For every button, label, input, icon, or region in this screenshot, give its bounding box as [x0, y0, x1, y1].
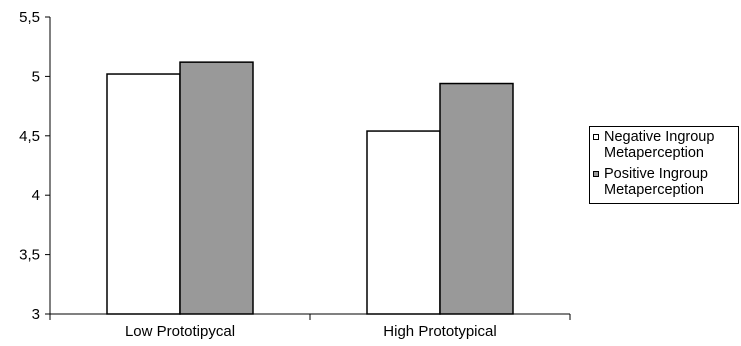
- bars: [106, 61, 514, 315]
- category-label: High Prototypical: [383, 323, 496, 340]
- y-tick-label: 4: [32, 187, 40, 204]
- y-tick-label: 3,5: [19, 247, 40, 264]
- y-tick-label: 5,5: [19, 9, 40, 26]
- y-tick-label: 4,5: [19, 128, 40, 145]
- bar: [179, 61, 254, 315]
- legend: Negative Ingroup Metaperception Positive…: [589, 126, 739, 204]
- legend-swatch-positive: [593, 171, 599, 177]
- y-ticks: 3 3,5 4 4,5 5 5,5: [19, 9, 50, 323]
- bar: [439, 82, 514, 315]
- bar: [106, 73, 181, 315]
- bar: [366, 130, 441, 315]
- category-labels: Low Prototipycal High Prototypical: [49, 314, 571, 340]
- legend-item-positive: Positive Ingroup Metaperception: [593, 166, 739, 198]
- category-label: Low Prototipycal: [125, 323, 235, 340]
- y-tick-label: 5: [32, 68, 40, 85]
- legend-label-negative: Negative Ingroup Metaperception: [604, 129, 715, 161]
- y-tick-label: 3: [32, 306, 40, 323]
- legend-label-positive: Positive Ingroup Metaperception: [604, 166, 708, 198]
- legend-item-negative: Negative Ingroup Metaperception: [593, 129, 739, 161]
- legend-swatch-negative: [593, 134, 599, 140]
